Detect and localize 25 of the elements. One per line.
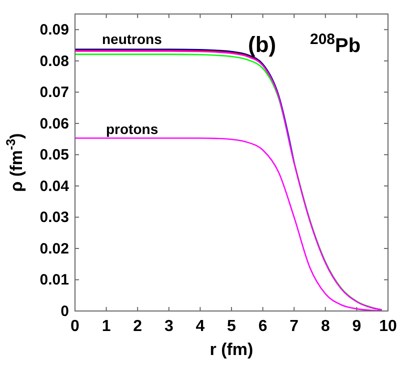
x-tick-label: 5 [227,318,236,335]
y-tick-label: 0 [60,303,69,320]
y-tick-label: 0.06 [40,115,69,132]
x-tick-label: 10 [379,318,397,335]
y-tick-label: 0.05 [40,146,69,164]
annotation: neutrons [102,31,162,47]
y-tick-label: 0.08 [40,52,69,70]
x-tick-label: 1 [102,318,111,335]
y-tick-label: 0.09 [40,22,69,39]
y-tick-label: 0.04 [40,178,70,195]
x-tick-label: 9 [352,318,362,335]
x-tick-label: 4 [196,318,205,335]
y-tick-label: 0.01 [40,272,69,289]
x-tick-label: 2 [133,318,142,335]
y-tick-label: 0.02 [40,240,69,258]
x-tick-label: 8 [320,318,330,335]
x-tick-label: 7 [290,318,299,335]
annotation: $^{208}$Pb [310,30,361,57]
y-tick-label: 0.03 [40,209,69,226]
y-tick-label: 0.07 [40,84,69,102]
annotation: protons [106,121,158,137]
x-tick-label: 3 [164,318,174,335]
x-axis-title: r (fm) [210,340,254,359]
x-tick-label: 6 [258,318,268,335]
annotation: (b) [248,32,276,57]
